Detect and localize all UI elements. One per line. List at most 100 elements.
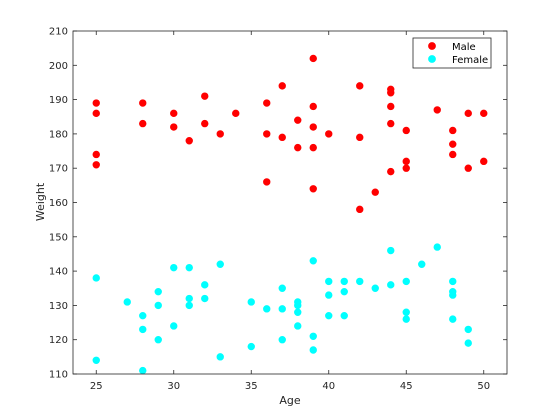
male-point xyxy=(92,161,100,169)
male-point xyxy=(92,150,100,159)
y-tick-label: 180 xyxy=(49,129,68,140)
female-point xyxy=(278,284,286,292)
axis-ticks xyxy=(73,30,507,375)
male-point xyxy=(263,130,271,138)
y-tick-label: 120 xyxy=(49,335,68,346)
y-tick-label: 110 xyxy=(49,370,68,381)
male-point xyxy=(449,140,457,148)
male-point xyxy=(449,150,457,159)
female-point xyxy=(92,356,100,364)
y-tick-label: 170 xyxy=(49,164,68,175)
male-point xyxy=(278,133,286,142)
male-point xyxy=(201,92,209,100)
male-point xyxy=(232,109,240,118)
female-point xyxy=(139,366,147,375)
x-tick-label: 40 xyxy=(322,381,335,392)
female-point xyxy=(294,301,302,310)
male-point xyxy=(278,82,286,90)
female-point xyxy=(309,332,317,340)
female-point xyxy=(185,294,193,303)
male-point xyxy=(294,143,302,152)
female-point xyxy=(154,301,162,310)
y-tick-label: 200 xyxy=(49,61,68,72)
legend: Male Female xyxy=(412,37,492,69)
male-point xyxy=(139,119,147,128)
x-axis-label: Age xyxy=(279,394,301,407)
female-point xyxy=(464,325,472,334)
female-point xyxy=(309,346,317,354)
y-axis-label: Weight xyxy=(34,182,47,221)
male-point xyxy=(294,116,302,124)
female-point xyxy=(402,277,410,286)
x-tick-label: 25 xyxy=(90,381,103,392)
x-tick-label: 35 xyxy=(245,381,258,392)
x-tick-label: 45 xyxy=(400,381,413,392)
female-point xyxy=(139,311,147,320)
female-point xyxy=(340,311,348,320)
female-point xyxy=(309,257,317,265)
female-point xyxy=(387,281,395,289)
female-point xyxy=(170,263,178,272)
series-male xyxy=(92,54,488,214)
series-female xyxy=(92,243,472,375)
male-point xyxy=(402,126,410,135)
male-point xyxy=(263,178,271,186)
legend-marker-male xyxy=(428,42,436,50)
male-point xyxy=(356,205,364,214)
male-point xyxy=(480,157,488,166)
female-point xyxy=(216,260,224,268)
male-point xyxy=(387,167,395,176)
female-point xyxy=(154,287,162,296)
female-point xyxy=(185,301,193,310)
female-point xyxy=(216,353,224,361)
male-point xyxy=(371,188,379,196)
male-point xyxy=(464,109,472,118)
legend-label-male: Male xyxy=(452,42,476,53)
female-point xyxy=(123,298,131,306)
male-point xyxy=(170,109,178,118)
female-point xyxy=(263,305,271,313)
plot-area xyxy=(73,31,507,374)
female-point xyxy=(278,305,286,313)
female-point xyxy=(325,291,333,299)
male-point xyxy=(309,123,317,131)
female-point xyxy=(449,315,457,323)
male-point xyxy=(433,106,441,114)
male-point xyxy=(139,99,147,107)
male-point xyxy=(464,164,472,172)
female-point xyxy=(356,277,364,286)
y-tick-label: 160 xyxy=(49,198,68,209)
y-tick-label: 140 xyxy=(49,267,68,278)
female-point xyxy=(92,274,100,282)
male-point xyxy=(185,137,193,145)
female-point xyxy=(247,298,255,306)
y-tick-labels: 110 120 130 140 150 160 170 180 190 200 210 xyxy=(49,27,68,381)
female-point xyxy=(371,284,379,292)
female-point xyxy=(139,325,147,334)
male-point xyxy=(356,133,364,142)
female-point xyxy=(201,294,209,303)
male-point xyxy=(387,89,395,97)
y-tick-label: 190 xyxy=(49,95,68,106)
female-point xyxy=(185,263,193,272)
female-point xyxy=(154,336,162,344)
female-point xyxy=(247,342,255,351)
female-point xyxy=(402,308,410,316)
female-point xyxy=(325,311,333,320)
male-point xyxy=(92,99,100,107)
male-point xyxy=(170,123,178,131)
y-tick-label: 210 xyxy=(49,27,68,38)
female-point xyxy=(418,260,426,268)
female-point xyxy=(340,287,348,296)
male-point xyxy=(402,164,410,172)
male-point xyxy=(216,130,224,138)
female-point xyxy=(294,322,302,330)
male-point xyxy=(387,119,395,128)
male-point xyxy=(309,102,317,111)
female-point xyxy=(449,277,457,286)
male-point xyxy=(387,102,395,111)
legend-marker-female xyxy=(428,55,436,63)
data-points xyxy=(92,54,488,375)
male-point xyxy=(263,99,271,107)
